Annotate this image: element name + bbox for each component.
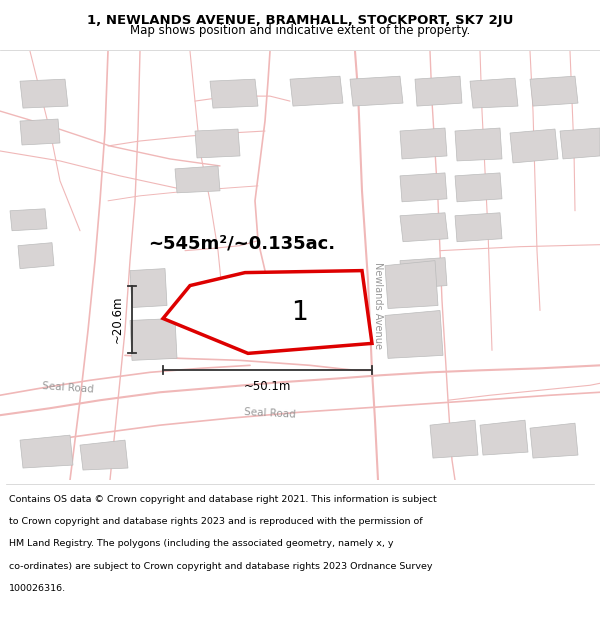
Polygon shape [163,271,372,353]
Polygon shape [430,420,478,458]
Polygon shape [400,213,448,242]
Polygon shape [10,209,47,231]
Polygon shape [560,128,600,159]
Polygon shape [290,76,343,106]
Polygon shape [385,261,438,309]
Polygon shape [470,78,518,108]
Polygon shape [20,79,68,108]
Text: co-ordinates) are subject to Crown copyright and database rights 2023 Ordnance S: co-ordinates) are subject to Crown copyr… [9,562,433,571]
Text: ~545m²/~0.135ac.: ~545m²/~0.135ac. [148,235,335,252]
Polygon shape [195,129,240,158]
Polygon shape [400,173,447,202]
Text: Seal Road: Seal Road [244,407,296,419]
Polygon shape [455,128,502,161]
Polygon shape [130,319,177,361]
Text: 1, NEWLANDS AVENUE, BRAMHALL, STOCKPORT, SK7 2JU: 1, NEWLANDS AVENUE, BRAMHALL, STOCKPORT,… [87,14,513,28]
Text: HM Land Registry. The polygons (including the associated geometry, namely x, y: HM Land Registry. The polygons (includin… [9,539,394,549]
Polygon shape [480,420,528,455]
Polygon shape [175,166,220,193]
Polygon shape [350,76,403,106]
Polygon shape [400,128,447,159]
Polygon shape [20,435,73,468]
Polygon shape [415,76,462,106]
Polygon shape [400,258,447,289]
Text: 100026316.: 100026316. [9,584,66,593]
Polygon shape [530,76,578,106]
Polygon shape [20,119,60,145]
Text: to Crown copyright and database rights 2023 and is reproduced with the permissio: to Crown copyright and database rights 2… [9,517,422,526]
Polygon shape [210,79,258,108]
Text: ~20.6m: ~20.6m [111,296,124,343]
Text: Map shows position and indicative extent of the property.: Map shows position and indicative extent… [130,24,470,37]
Text: Contains OS data © Crown copyright and database right 2021. This information is : Contains OS data © Crown copyright and d… [9,494,437,504]
Polygon shape [18,242,54,269]
Polygon shape [385,311,443,358]
Polygon shape [455,173,502,202]
Polygon shape [455,213,502,242]
Polygon shape [510,129,558,163]
Polygon shape [530,423,578,458]
Polygon shape [80,440,128,470]
Text: Newlands Avenue: Newlands Avenue [373,262,383,349]
Polygon shape [130,269,167,308]
Text: ~50.1m: ~50.1m [244,380,291,393]
Text: Seal Road: Seal Road [42,381,94,395]
Text: 1: 1 [292,301,308,326]
